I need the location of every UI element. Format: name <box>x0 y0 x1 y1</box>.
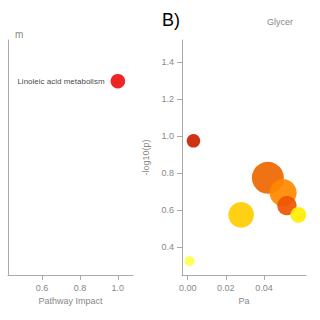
svg-text:0.02: 0.02 <box>217 283 235 293</box>
svg-text:1.0: 1.0 <box>161 131 174 141</box>
svg-text:0.6: 0.6 <box>161 205 174 215</box>
svg-text:1.0: 1.0 <box>112 283 125 293</box>
svg-text:0.00: 0.00 <box>179 283 197 293</box>
svg-text:B): B) <box>162 10 180 30</box>
svg-text:0.8: 0.8 <box>161 168 174 178</box>
svg-text:Pathway Impact: Pathway Impact <box>38 296 103 306</box>
svg-text:-log10(p): -log10(p) <box>141 139 151 175</box>
svg-text:Pa: Pa <box>238 296 249 306</box>
svg-text:0.6: 0.6 <box>36 283 49 293</box>
svg-text:0.8: 0.8 <box>74 283 87 293</box>
svg-text:m: m <box>15 29 23 40</box>
svg-text:1.2: 1.2 <box>161 94 174 104</box>
svg-text:0.4: 0.4 <box>161 242 174 252</box>
svg-text:Glycer: Glycer <box>267 17 293 27</box>
svg-text:1.4: 1.4 <box>161 57 174 67</box>
svg-text:0.04: 0.04 <box>255 283 273 293</box>
svg-text:Linoleic acid metabolism: Linoleic acid metabolism <box>17 77 104 86</box>
